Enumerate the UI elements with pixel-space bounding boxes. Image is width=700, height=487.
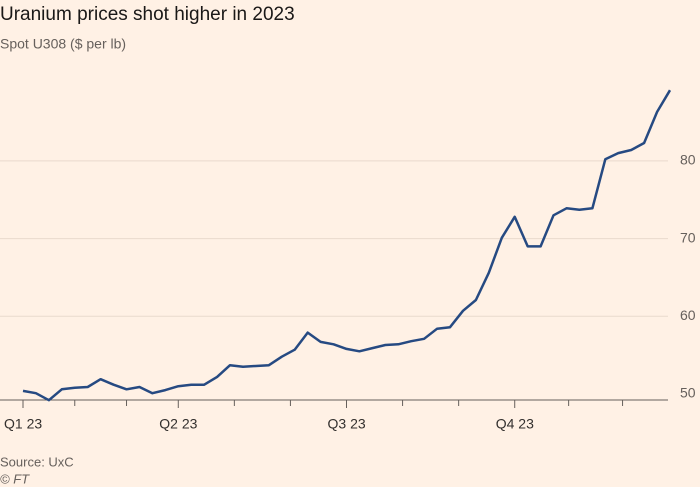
credit: © FT xyxy=(0,471,30,486)
x-tick-label: Q1 23 xyxy=(4,416,42,432)
source: Source: UxC xyxy=(0,454,74,469)
y-tick-label: 50 xyxy=(680,385,696,401)
chart-subtitle: Spot U308 ($ per lb) xyxy=(0,36,126,52)
x-tick-label: Q3 23 xyxy=(328,416,366,432)
x-tick-label: Q4 23 xyxy=(496,416,534,432)
y-tick-label: 80 xyxy=(680,152,696,168)
chart-title: Uranium prices shot higher in 2023 xyxy=(0,4,295,25)
y-tick-label: 70 xyxy=(680,229,696,245)
x-tick-label: Q2 23 xyxy=(159,416,197,432)
y-tick-label: 60 xyxy=(680,307,696,323)
price-line xyxy=(22,89,672,402)
